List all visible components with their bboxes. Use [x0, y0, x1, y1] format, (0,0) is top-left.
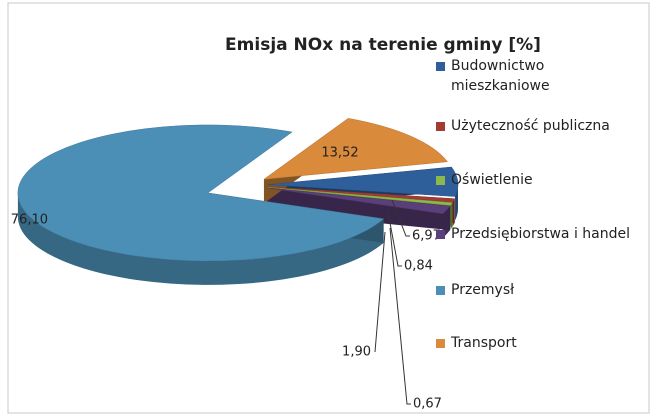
legend-swatch: [436, 176, 445, 185]
leader-line: [389, 227, 411, 405]
legend-swatch: [436, 62, 445, 71]
legend-item: Użyteczność publiczna: [436, 118, 647, 136]
data-label: 0,67: [413, 397, 442, 412]
legend-label: Budownictwo mieszkaniowe: [451, 58, 550, 94]
slice-wall: [267, 187, 451, 231]
legend-swatch: [436, 286, 445, 295]
chart-title: Emisja NOx na terenie gminy [%]: [225, 35, 541, 55]
data-label: 13,52: [321, 146, 358, 161]
legend-item: Przemysł: [436, 282, 647, 300]
slice: [266, 187, 451, 215]
leader-line: [387, 211, 402, 267]
legend-swatch: [436, 122, 445, 131]
legend-label: Przemysł: [451, 282, 515, 298]
legend-label: Transport: [451, 335, 517, 351]
legend-item: Przedsiębiorstwa i handel: [436, 226, 647, 244]
legend-label: Użyteczność publiczna: [451, 118, 610, 134]
legend-item: Oświetlenie: [436, 172, 647, 190]
data-label: 1,90: [342, 345, 371, 360]
leader-line: [374, 231, 386, 353]
legend-item: Transport: [436, 335, 647, 353]
data-label: 76,10: [11, 213, 48, 228]
slice: [267, 166, 459, 197]
slice-side: [17, 192, 384, 285]
slice: [267, 186, 453, 206]
legend-item: Budownictwo mieszkaniowe: [436, 58, 581, 96]
slice: [17, 124, 385, 262]
slice: [263, 118, 448, 180]
legend-label: Przedsiębiorstwa i handel: [451, 226, 631, 242]
data-label: 6,97: [412, 229, 441, 244]
legend-swatch: [436, 230, 445, 239]
legend-label: Oświetlenie: [451, 172, 533, 188]
leader-line: [391, 199, 410, 237]
data-label: 0,84: [404, 259, 433, 274]
slice-side: [455, 184, 458, 221]
legend-swatch: [436, 339, 445, 348]
slice: [267, 186, 456, 203]
